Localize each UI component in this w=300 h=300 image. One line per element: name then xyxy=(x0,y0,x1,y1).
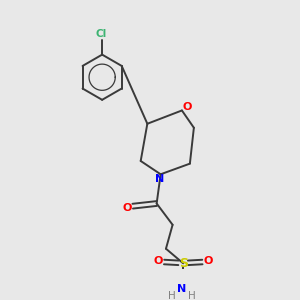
Text: O: O xyxy=(154,256,163,266)
Text: N: N xyxy=(155,174,165,184)
Text: H: H xyxy=(168,291,176,300)
Text: O: O xyxy=(122,202,132,212)
Text: Cl: Cl xyxy=(95,29,106,39)
Text: O: O xyxy=(203,256,213,266)
Text: N: N xyxy=(177,284,187,294)
Text: O: O xyxy=(182,102,191,112)
Text: S: S xyxy=(179,257,188,270)
Text: H: H xyxy=(188,291,196,300)
